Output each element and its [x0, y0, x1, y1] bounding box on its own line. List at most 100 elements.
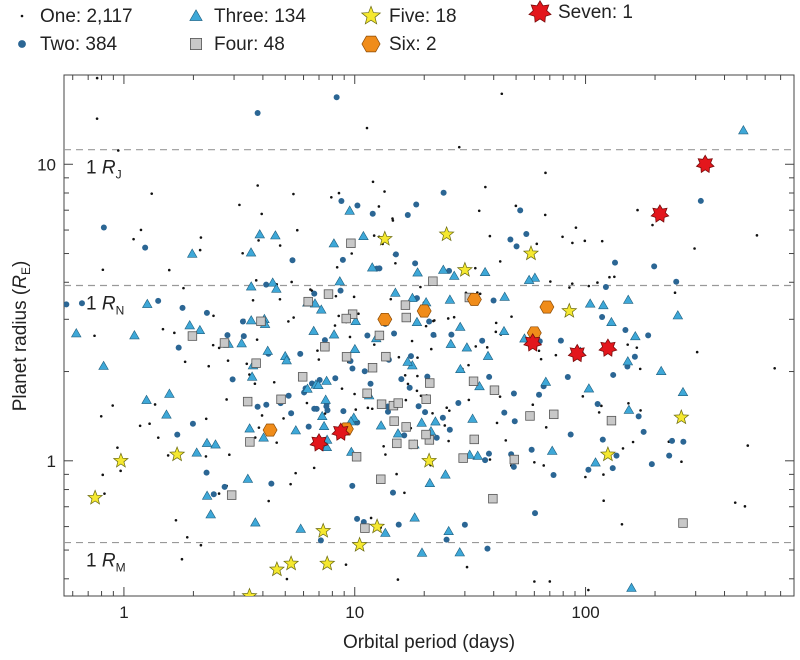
point-one: [340, 387, 344, 390]
point-three: [529, 272, 541, 282]
point-four: [376, 474, 386, 484]
point-one: [621, 447, 625, 450]
point-two: [100, 224, 107, 231]
point-three: [546, 445, 558, 455]
point-one: [357, 312, 360, 316]
point-four: [425, 378, 435, 388]
point-one: [354, 408, 358, 411]
point-four: [276, 394, 286, 405]
point-three: [254, 229, 266, 239]
point-one: [574, 226, 578, 229]
point-one: [474, 345, 478, 348]
point-two: [651, 263, 658, 270]
point-one: [251, 298, 255, 302]
point-two: [333, 94, 340, 101]
point-one: [101, 473, 105, 477]
point-three: [583, 383, 595, 393]
point-five: [87, 489, 104, 505]
point-one: [330, 195, 333, 199]
point-two: [321, 337, 328, 344]
point-two: [602, 284, 609, 291]
point-one: [183, 360, 187, 364]
point-one: [267, 499, 270, 503]
point-two: [640, 428, 647, 435]
point-two: [422, 409, 429, 416]
point-two: [229, 376, 236, 383]
point-one: [260, 212, 264, 216]
point-four: [219, 338, 230, 348]
point-three: [622, 356, 634, 366]
reference-label-J: 1 RJ: [86, 158, 122, 182]
point-one: [570, 282, 574, 285]
legend-item-six: Six: 2: [361, 34, 437, 55]
point-two: [517, 207, 524, 214]
point-one: [452, 315, 456, 319]
point-four: [381, 351, 391, 362]
point-one: [467, 398, 471, 402]
point-five: [169, 446, 186, 462]
series-five: [87, 225, 690, 596]
point-two: [482, 457, 489, 464]
point-one: [485, 346, 489, 349]
point-two: [395, 521, 402, 528]
point-three: [416, 417, 427, 427]
point-one: [204, 417, 208, 421]
point-two: [635, 413, 642, 420]
point-one: [535, 242, 539, 246]
point-four: [346, 238, 356, 248]
point-four: [360, 523, 370, 533]
point-one: [138, 424, 142, 428]
point-five: [369, 518, 386, 534]
point-one: [467, 363, 470, 367]
point-one: [228, 453, 231, 457]
point-one: [275, 441, 278, 444]
point-one: [309, 288, 312, 291]
point-five: [283, 555, 300, 571]
point-two: [240, 333, 247, 340]
point-one: [627, 402, 630, 405]
point-three: [424, 477, 436, 488]
point-two: [317, 537, 324, 544]
point-two: [401, 432, 408, 439]
point-one: [437, 605, 440, 608]
point-one: [514, 204, 518, 208]
point-one: [478, 292, 482, 296]
point-four: [421, 429, 431, 440]
point-one: [103, 492, 106, 495]
point-two: [631, 353, 638, 360]
point-five: [561, 302, 578, 318]
point-one: [204, 455, 208, 458]
point-one: [433, 319, 436, 322]
point-five: [241, 587, 258, 596]
point-two: [203, 469, 210, 476]
point-two: [648, 461, 655, 468]
series-four: [187, 238, 688, 533]
point-one: [584, 475, 587, 479]
point-two: [599, 436, 606, 443]
point-one: [403, 373, 407, 377]
point-one: [64, 306, 65, 309]
point-one: [257, 239, 260, 242]
point-two: [367, 380, 374, 387]
point-four: [392, 438, 402, 449]
point-four: [226, 490, 237, 500]
point-one: [495, 421, 499, 425]
point-one: [253, 436, 257, 439]
point-one: [287, 320, 290, 323]
point-three: [482, 350, 494, 360]
point-six: [377, 312, 393, 326]
reference-lines: 1 RJ 1 RN 1 RM: [64, 149, 794, 575]
point-one: [352, 295, 356, 299]
point-one: [446, 317, 450, 320]
point-three: [392, 428, 404, 438]
point-three: [246, 371, 258, 381]
point-two: [288, 410, 295, 417]
point-five: [351, 536, 368, 552]
point-two: [507, 236, 514, 243]
point-one: [323, 412, 327, 415]
point-two: [557, 337, 564, 344]
point-three: [129, 329, 140, 340]
point-three: [375, 420, 387, 430]
point-two: [510, 390, 517, 397]
point-one: [295, 228, 299, 232]
